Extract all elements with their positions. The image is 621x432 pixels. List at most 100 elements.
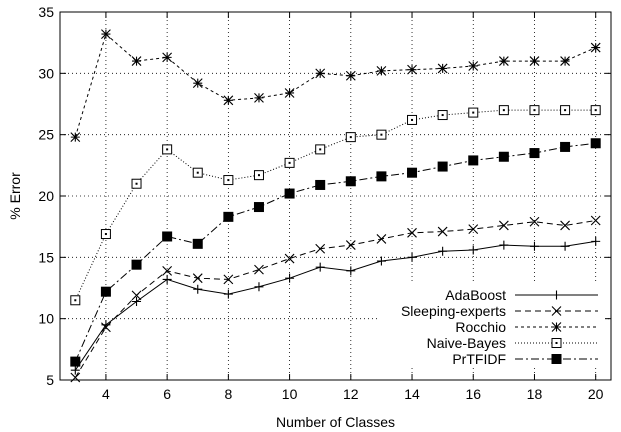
data-point-marker: [101, 322, 111, 333]
data-point-marker: [315, 179, 326, 190]
data-point-marker: [552, 290, 561, 300]
legend-label: AdaBoost: [445, 287, 506, 303]
data-point-marker: [162, 274, 172, 284]
data-point-marker-center: [502, 109, 505, 112]
data-point-marker: [131, 56, 142, 66]
data-point-marker: [345, 176, 356, 187]
data-point-marker: [551, 354, 562, 364]
x-tick-label: 20: [588, 386, 604, 402]
data-point-marker: [376, 65, 387, 76]
data-point-marker: [131, 259, 142, 270]
data-point-marker: [376, 234, 387, 244]
data-point-marker: [376, 256, 386, 266]
legend-entry: AdaBoost: [445, 287, 598, 303]
data-point-marker: [591, 236, 601, 246]
series-adaboost: [70, 236, 601, 375]
y-tick-label: 25: [38, 127, 54, 143]
legend-entry: Sleeping-experts: [401, 303, 598, 319]
series-sleeping-experts: [70, 215, 601, 383]
legend-background: [380, 284, 605, 368]
data-point-marker-center: [319, 148, 322, 151]
series-rocchio: [70, 29, 601, 143]
data-point-marker: [254, 264, 264, 275]
data-point-marker: [223, 289, 233, 299]
x-tick-label: 4: [102, 386, 110, 402]
x-tick-label: 12: [343, 386, 359, 402]
data-point-marker: [590, 42, 601, 53]
y-tick-label: 20: [38, 188, 54, 204]
legend-entry: Naive-Bayes: [427, 335, 598, 351]
data-point-marker: [498, 56, 509, 66]
data-point-marker: [560, 56, 570, 66]
data-point-marker-center: [380, 133, 383, 136]
data-point-marker: [223, 95, 234, 106]
data-point-marker-center: [472, 111, 475, 114]
y-tick-label: 5: [46, 372, 54, 388]
legend-label: Rocchio: [455, 319, 506, 335]
data-point-marker: [590, 138, 601, 149]
data-point-marker: [100, 286, 111, 297]
data-point-marker: [551, 322, 562, 332]
data-point-marker-center: [533, 109, 536, 112]
data-point-marker-center: [411, 118, 414, 121]
data-point-marker-center: [227, 179, 230, 182]
data-point-marker-center: [441, 114, 444, 117]
legend-label: PrTFIDF: [452, 351, 506, 367]
data-point-marker: [131, 290, 142, 301]
legend-entry: Rocchio: [455, 319, 598, 335]
data-point-marker: [499, 240, 509, 250]
data-point-marker-center: [104, 233, 107, 236]
data-point-marker: [529, 216, 540, 227]
data-point-marker: [437, 63, 448, 74]
data-point-marker: [285, 273, 295, 283]
data-point-marker: [468, 245, 478, 255]
x-tick-label: 14: [404, 386, 420, 402]
x-tick-label: 6: [163, 386, 171, 402]
data-point-marker: [560, 141, 571, 152]
y-tick-label: 35: [38, 4, 54, 20]
legend-label: Sleeping-experts: [401, 303, 506, 319]
data-point-marker: [407, 64, 417, 75]
data-point-marker: [284, 188, 295, 199]
data-point-marker: [162, 52, 173, 63]
data-point-marker: [468, 155, 479, 166]
data-point-marker: [345, 70, 356, 81]
data-point-marker: [254, 92, 264, 103]
data-point-marker-center: [135, 182, 138, 185]
series-prtfidf: [70, 138, 601, 367]
data-point-marker-center: [594, 109, 597, 112]
data-point-marker: [254, 282, 264, 292]
series-line: [74, 109, 596, 301]
data-point-marker-center: [196, 171, 199, 174]
data-point-marker: [407, 167, 418, 178]
data-point-marker: [468, 61, 479, 71]
data-point-marker: [315, 243, 326, 254]
series-line: [74, 33, 596, 138]
data-point-marker: [437, 161, 448, 172]
data-point-marker: [407, 227, 417, 238]
data-point-marker: [407, 252, 417, 262]
data-point-marker: [529, 56, 540, 66]
axes: 5 10 15 20 25 30 35 4 6 8 10 12 14 16 18 20: [38, 4, 612, 402]
series-line: [74, 142, 596, 362]
data-point-marker: [284, 88, 295, 98]
data-point-marker: [376, 171, 387, 182]
data-point-marker: [70, 356, 81, 367]
data-point-marker: [315, 68, 326, 79]
data-point-marker: [70, 132, 81, 143]
data-point-marker: [529, 148, 540, 159]
data-point-marker: [590, 215, 601, 226]
data-point-marker: [162, 231, 173, 242]
data-point-marker-center: [257, 174, 260, 177]
y-tick-label: 30: [38, 65, 54, 81]
x-tick-label: 10: [282, 386, 298, 402]
data-point-marker: [529, 241, 539, 251]
data-point-marker: [560, 220, 570, 231]
data-point-marker: [346, 266, 356, 276]
legend: AdaBoostSleeping-expertsRocchioNaive-Bay…: [380, 284, 605, 368]
data-point-marker: [193, 284, 203, 294]
y-tick-label: 15: [38, 249, 54, 265]
data-point-marker: [345, 240, 356, 250]
data-point-marker: [101, 29, 111, 39]
